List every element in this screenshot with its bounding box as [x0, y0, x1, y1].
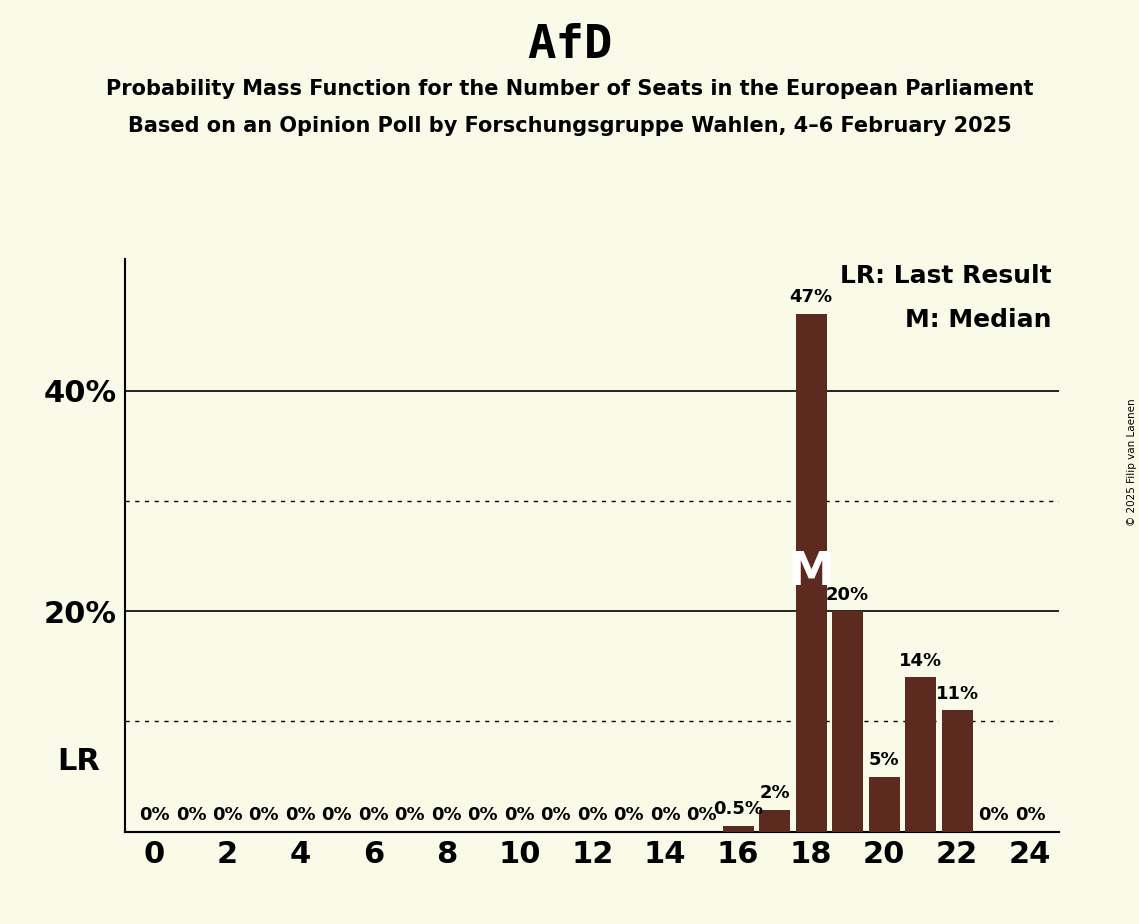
Text: 0%: 0% — [541, 806, 571, 824]
Text: LR: LR — [57, 748, 100, 776]
Text: M: M — [788, 550, 835, 595]
Text: 0%: 0% — [248, 806, 279, 824]
Text: 11%: 11% — [935, 685, 978, 702]
Text: 0%: 0% — [467, 806, 498, 824]
Text: 0%: 0% — [358, 806, 388, 824]
Text: 5%: 5% — [869, 751, 900, 769]
Text: 0%: 0% — [321, 806, 352, 824]
Text: 20%: 20% — [826, 586, 869, 603]
Bar — [760, 809, 790, 832]
Bar — [906, 677, 936, 832]
Text: 0%: 0% — [503, 806, 534, 824]
Text: M: Median: M: Median — [906, 309, 1052, 333]
Text: 14%: 14% — [899, 651, 942, 670]
Text: 0%: 0% — [175, 806, 206, 824]
Text: 2%: 2% — [760, 784, 790, 802]
Bar — [723, 826, 754, 832]
Text: 0%: 0% — [978, 806, 1009, 824]
Bar — [833, 612, 863, 832]
Text: © 2025 Filip van Laenen: © 2025 Filip van Laenen — [1126, 398, 1137, 526]
Text: 0%: 0% — [394, 806, 425, 824]
Text: 0%: 0% — [285, 806, 316, 824]
Text: 47%: 47% — [789, 288, 833, 306]
Text: 0%: 0% — [577, 806, 607, 824]
Text: LR: Last Result: LR: Last Result — [841, 264, 1052, 288]
Text: 0%: 0% — [614, 806, 644, 824]
Text: 0%: 0% — [431, 806, 461, 824]
Text: 0%: 0% — [139, 806, 170, 824]
Bar — [796, 314, 827, 832]
Bar — [869, 776, 900, 832]
Bar — [942, 711, 973, 832]
Text: 0.5%: 0.5% — [713, 800, 763, 819]
Text: 0%: 0% — [212, 806, 243, 824]
Text: 0%: 0% — [687, 806, 718, 824]
Text: Probability Mass Function for the Number of Seats in the European Parliament: Probability Mass Function for the Number… — [106, 79, 1033, 99]
Text: Based on an Opinion Poll by Forschungsgruppe Wahlen, 4–6 February 2025: Based on an Opinion Poll by Forschungsgr… — [128, 116, 1011, 136]
Text: AfD: AfD — [526, 23, 613, 68]
Text: 0%: 0% — [650, 806, 681, 824]
Text: 0%: 0% — [1015, 806, 1046, 824]
